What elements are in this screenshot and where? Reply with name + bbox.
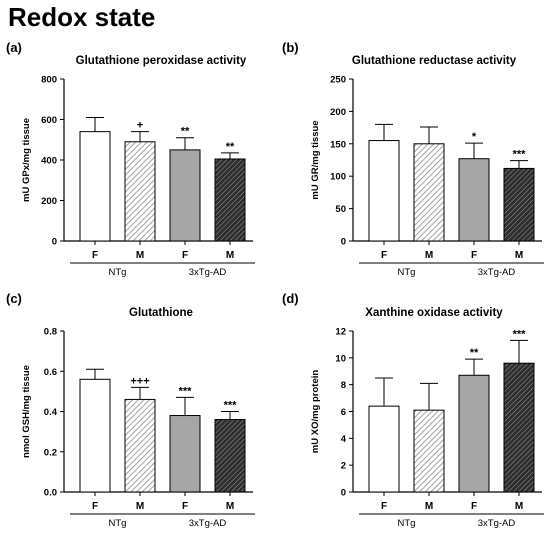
y-tick-label: 200 <box>41 196 57 207</box>
significance-marker: *** <box>224 400 238 412</box>
group-label: NTg <box>398 518 416 529</box>
group-label: NTg <box>398 267 416 278</box>
significance-marker: +++ <box>130 375 149 387</box>
y-tick-label: 250 <box>330 75 346 86</box>
group-label: 3xTg-AD <box>189 267 227 278</box>
y-tick-label: 100 <box>330 172 346 183</box>
bar <box>124 398 156 493</box>
significance-marker: ** <box>226 141 235 153</box>
chart-title: Xanthine oxidase activity <box>365 307 503 319</box>
x-tick-label: M <box>136 501 144 512</box>
bar <box>79 378 111 493</box>
significance-marker: ** <box>181 126 190 138</box>
panel-label: (c) <box>6 291 22 306</box>
x-tick-label: M <box>515 250 523 261</box>
x-tick-label: M <box>515 501 523 512</box>
y-tick-label: 2 <box>341 461 346 472</box>
panel-label: (d) <box>282 291 299 306</box>
chart-title: Glutathione peroxidase activity <box>76 55 247 67</box>
y-tick-label: 150 <box>330 139 346 150</box>
y-tick-label: 400 <box>41 156 57 167</box>
y-tick-label: 0.4 <box>44 407 58 418</box>
y-tick-label: 0.6 <box>44 367 57 378</box>
y-tick-label: 6 <box>341 407 346 418</box>
y-tick-label: 10 <box>335 353 346 364</box>
y-tick-label: 50 <box>335 204 346 215</box>
bar <box>413 143 445 242</box>
bar <box>368 405 400 493</box>
y-tick-label: 0 <box>341 488 346 499</box>
x-tick-label: F <box>92 501 98 512</box>
significance-marker: + <box>137 120 143 132</box>
group-label: 3xTg-AD <box>189 518 227 529</box>
group-label: NTg <box>109 518 127 529</box>
x-tick-label: F <box>381 250 387 261</box>
bar <box>503 362 535 493</box>
panel-label: (b) <box>282 40 299 55</box>
significance-marker: *** <box>179 385 193 397</box>
chart-title: Glutathione <box>129 307 193 319</box>
x-tick-label: M <box>425 501 433 512</box>
significance-marker: *** <box>513 328 527 340</box>
y-tick-label: 0 <box>52 237 57 248</box>
y-axis-label: mU GPx/mg tissue <box>21 118 32 202</box>
y-axis-label: mU XO/mg protein <box>310 370 321 454</box>
bar <box>214 419 246 493</box>
significance-marker: *** <box>513 149 527 161</box>
y-tick-label: 4 <box>341 434 347 445</box>
bar <box>503 167 535 242</box>
bar <box>458 374 490 493</box>
y-tick-label: 12 <box>335 327 346 338</box>
panel-label: (a) <box>6 40 22 55</box>
x-tick-label: F <box>471 501 477 512</box>
x-tick-label: M <box>136 250 144 261</box>
x-tick-label: F <box>471 250 477 261</box>
x-tick-label: M <box>226 250 234 261</box>
chart-title: Glutathione reductase activity <box>352 55 517 67</box>
y-tick-label: 0.0 <box>44 488 57 499</box>
x-tick-label: F <box>381 501 387 512</box>
y-tick-label: 800 <box>41 75 57 86</box>
bar <box>169 415 201 493</box>
y-tick-label: 0 <box>341 237 346 248</box>
y-tick-label: 0.2 <box>44 447 57 458</box>
figure-title: Redox state <box>8 2 156 32</box>
bar <box>124 141 156 242</box>
bar <box>79 131 111 242</box>
y-tick-label: 0.8 <box>44 327 57 338</box>
significance-marker: ** <box>470 347 479 359</box>
x-tick-label: F <box>92 250 98 261</box>
x-tick-label: F <box>182 501 188 512</box>
significance-marker: * <box>472 131 477 143</box>
bar <box>214 158 246 242</box>
bar <box>368 140 400 242</box>
x-tick-label: M <box>226 501 234 512</box>
group-label: NTg <box>109 267 127 278</box>
y-axis-label: mU GR/mg tissue <box>310 120 321 199</box>
x-tick-label: M <box>425 250 433 261</box>
y-tick-label: 600 <box>41 115 57 126</box>
y-tick-label: 8 <box>341 380 346 391</box>
y-tick-label: 200 <box>330 107 346 118</box>
bar <box>413 409 445 493</box>
x-tick-label: F <box>182 250 188 261</box>
group-label: 3xTg-AD <box>478 518 516 529</box>
bar <box>169 149 201 242</box>
bar <box>458 158 490 242</box>
y-axis-label: nmol GSH/mg tissue <box>21 365 32 458</box>
group-label: 3xTg-AD <box>478 267 516 278</box>
